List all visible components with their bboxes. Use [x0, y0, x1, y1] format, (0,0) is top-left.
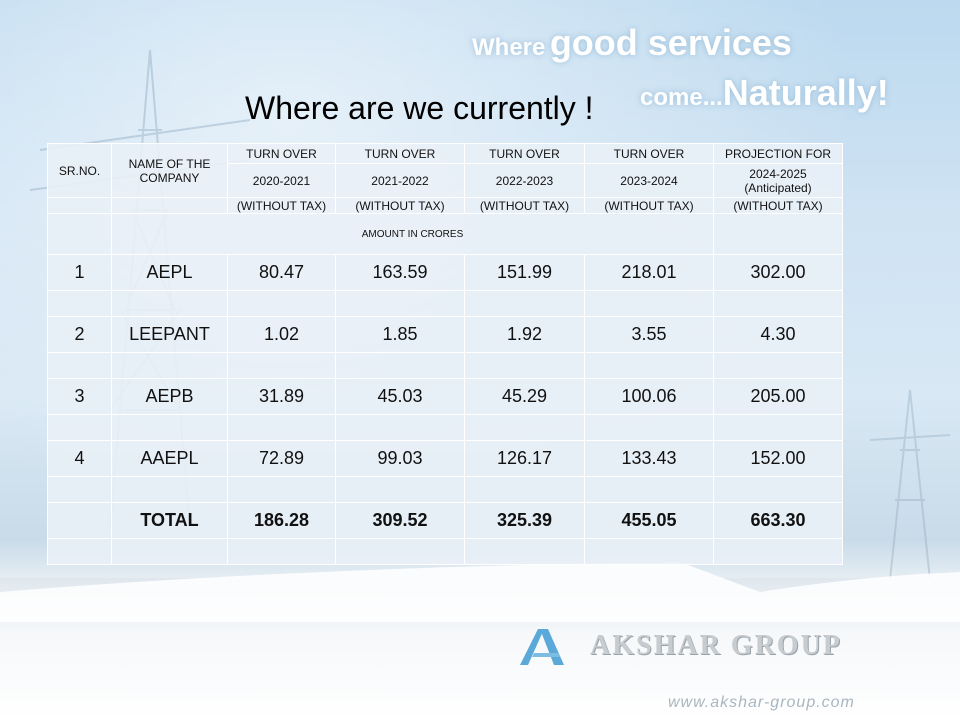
total-value: 186.28	[227, 502, 336, 539]
header-year-2: 2021-2022	[335, 163, 465, 198]
header-company: NAME OF THE COMPANY	[111, 143, 228, 198]
spacer-row	[47, 352, 843, 379]
row-company: LEEPANT	[111, 316, 228, 353]
row-value: 80.47	[227, 254, 336, 291]
tagline-good-services: good services	[549, 22, 792, 63]
table-row: 1 AEPL 80.47 163.59 151.99 218.01 302.00	[47, 254, 843, 291]
row-value: 99.03	[335, 440, 465, 477]
slide-title: Where are we currently !	[245, 90, 594, 126]
row-value: 205.00	[713, 378, 843, 415]
table-row: 3 AEPB 31.89 45.03 45.29 100.06 205.00	[47, 378, 843, 415]
header-turnover-3: TURN OVER	[464, 143, 585, 164]
total-value: 455.05	[584, 502, 714, 539]
row-company: AEPL	[111, 254, 228, 291]
header-year-1: 2020-2021	[227, 163, 336, 198]
header-year-4: 2023-2024	[584, 163, 714, 198]
header-tax-5: (WITHOUT TAX)	[713, 197, 843, 214]
spacer-row	[47, 414, 843, 441]
table-row: 2 LEEPANT 1.02 1.85 1.92 3.55 4.30	[47, 316, 843, 353]
row-value: 72.89	[227, 440, 336, 477]
row-sr: 1	[47, 254, 112, 291]
header-projection: PROJECTION FOR	[713, 143, 843, 164]
website-url: www.akshar-group.com	[668, 694, 855, 711]
header-turnover-2: TURN OVER	[335, 143, 465, 164]
row-value: 302.00	[713, 254, 843, 291]
header-row-3: (WITHOUT TAX) (WITHOUT TAX) (WITHOUT TAX…	[47, 197, 843, 214]
tagline-where: Where	[472, 34, 546, 61]
amount-note: AMOUNT IN CRORES	[111, 213, 714, 255]
spacer-row	[47, 290, 843, 317]
total-value: 325.39	[464, 502, 585, 539]
row-sr: 4	[47, 440, 112, 477]
company-logo: AKSHAR GROUP	[518, 625, 842, 667]
header-year-3: 2022-2023	[464, 163, 585, 198]
header-turnover-1: TURN OVER	[227, 143, 336, 164]
tagline-naturally: Naturally!	[722, 72, 889, 113]
row-sr: 3	[47, 378, 112, 415]
footer-swoosh	[0, 562, 960, 622]
row-value: 152.00	[713, 440, 843, 477]
row-value: 45.03	[335, 378, 465, 415]
header-turnover-4: TURN OVER	[584, 143, 714, 164]
row-value: 1.02	[227, 316, 336, 353]
row-value: 100.06	[584, 378, 714, 415]
amount-note-row: AMOUNT IN CRORES	[47, 213, 843, 255]
header-tax-4: (WITHOUT TAX)	[584, 197, 714, 214]
header-sr-no: SR.NO.	[47, 143, 112, 198]
row-value: 4.30	[713, 316, 843, 353]
table-row: 4 AAEPL 72.89 99.03 126.17 133.43 152.00	[47, 440, 843, 477]
spacer-row	[47, 476, 843, 503]
row-value: 1.92	[464, 316, 585, 353]
row-sr: 2	[47, 316, 112, 353]
row-value: 218.01	[584, 254, 714, 291]
akshar-a-icon	[520, 629, 564, 665]
tagline-come: come...	[640, 84, 723, 111]
row-value: 1.85	[335, 316, 465, 353]
tagline-line-2: come...Naturally!	[640, 72, 889, 114]
row-company: AEPB	[111, 378, 228, 415]
row-value: 31.89	[227, 378, 336, 415]
header-tax-1: (WITHOUT TAX)	[227, 197, 336, 214]
spacer-row	[47, 538, 843, 565]
turnover-table: SR.NO. NAME OF THE COMPANY TURN OVER TUR…	[47, 143, 843, 565]
header-row-1: SR.NO. NAME OF THE COMPANY TURN OVER TUR…	[47, 143, 843, 198]
tagline-line-1: Where good services	[472, 22, 792, 64]
total-value: 309.52	[335, 502, 465, 539]
row-value: 133.43	[584, 440, 714, 477]
total-label: TOTAL	[111, 502, 228, 539]
header-tax-3: (WITHOUT TAX)	[464, 197, 585, 214]
pylon-right-graphic	[869, 389, 951, 580]
logo-text: AKSHAR GROUP	[590, 630, 842, 661]
row-value: 126.17	[464, 440, 585, 477]
header-year-5: 2024-2025 (Anticipated)	[713, 163, 843, 198]
row-value: 3.55	[584, 316, 714, 353]
row-value: 45.29	[464, 378, 585, 415]
total-row: TOTAL 186.28 309.52 325.39 455.05 663.30	[47, 502, 843, 539]
total-value: 663.30	[713, 502, 843, 539]
row-value: 151.99	[464, 254, 585, 291]
header-tax-2: (WITHOUT TAX)	[335, 197, 465, 214]
row-company: AAEPL	[111, 440, 228, 477]
row-value: 163.59	[335, 254, 465, 291]
